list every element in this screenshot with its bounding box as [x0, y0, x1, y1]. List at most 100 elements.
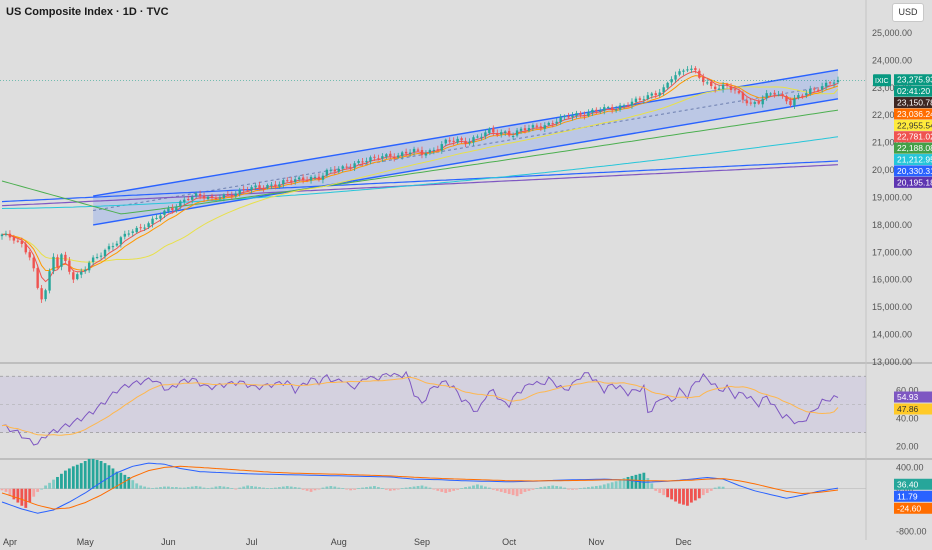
candle [456, 138, 459, 143]
macd-histogram-bar [353, 488, 357, 490]
macd-histogram-bar [214, 486, 218, 489]
macd-histogram-bar [163, 486, 166, 489]
candle [785, 96, 788, 102]
macd-histogram-bar [674, 488, 677, 502]
macd-histogram-bar [567, 488, 570, 490]
macd-histogram-bar [476, 484, 479, 489]
macd-histogram-bar [238, 487, 242, 489]
candle [511, 136, 515, 138]
candle [432, 149, 436, 151]
macd-histogram-bar [52, 479, 55, 489]
sma-blue-line [1, 160, 839, 203]
macd-histogram-bar [503, 488, 507, 493]
macd-histogram-bar [650, 483, 654, 489]
macd-histogram-bar [412, 486, 416, 489]
candle [610, 107, 614, 111]
candle [519, 128, 523, 131]
candle [317, 176, 321, 180]
candle [769, 93, 772, 95]
candle [567, 116, 570, 118]
candle [805, 93, 808, 96]
macd-histogram-bar [12, 488, 16, 500]
macd-histogram-bar [56, 476, 59, 489]
candle [226, 193, 230, 195]
candle [436, 149, 440, 151]
candle [690, 68, 693, 70]
macd-histogram-bar [483, 486, 487, 489]
candle [167, 208, 170, 212]
candle [702, 77, 705, 83]
macd-histogram-bar [420, 485, 424, 489]
macd-histogram-bar [444, 488, 448, 493]
candle [20, 240, 24, 244]
macd-histogram-bar [480, 485, 483, 489]
candle [135, 227, 138, 233]
candle [713, 86, 717, 90]
macd-histogram-bar [555, 486, 559, 489]
candle [175, 206, 178, 211]
macd-histogram-bar [630, 475, 634, 489]
macd-histogram-bar [670, 488, 673, 500]
candle [325, 169, 329, 176]
price-label: 22,188.08 [897, 143, 932, 153]
macd-histogram-bar [535, 488, 539, 489]
macd-histogram-bar [131, 480, 135, 489]
macd-histogram-bar [36, 488, 40, 492]
macd-histogram-bar [242, 486, 246, 489]
price-label: 23,275.93 [897, 75, 932, 85]
candle [710, 81, 713, 87]
candle [171, 207, 174, 211]
macd-histogram-bar [4, 488, 8, 492]
macd-histogram-bar [559, 486, 563, 489]
macd-histogram-bar [646, 478, 650, 489]
candle [737, 90, 741, 94]
macd-histogram-bar [20, 488, 24, 506]
candle [341, 166, 344, 169]
macd-label-bg [894, 502, 932, 514]
candle [579, 113, 582, 115]
candle [575, 113, 578, 116]
rsi-label-bg [894, 403, 932, 415]
candle [531, 125, 535, 128]
candle [539, 126, 543, 129]
macd-histogram-bar [333, 486, 337, 489]
candle [107, 246, 111, 250]
macd-histogram-bar [147, 487, 150, 489]
candle [452, 140, 455, 142]
candle [658, 92, 661, 96]
macd-histogram-bar [234, 488, 238, 490]
candle [301, 177, 305, 180]
candle [440, 144, 443, 151]
macd-histogram-bar [717, 486, 721, 489]
macd-histogram-bar [289, 486, 293, 489]
candle [662, 87, 665, 93]
candle [765, 93, 768, 99]
rsi-label: 54.93 [897, 392, 919, 402]
macd-histogram-bar [111, 468, 115, 489]
price-label: 21,212.95 [897, 155, 932, 165]
macd-histogram-bar [262, 487, 265, 489]
candle [0, 234, 4, 237]
candle [198, 194, 202, 197]
macd-histogram-bar [693, 488, 697, 501]
candle [424, 153, 428, 156]
currency-button[interactable]: USD [892, 3, 924, 22]
candle [24, 244, 27, 253]
macd-histogram-bar [575, 488, 578, 490]
candle [733, 89, 737, 91]
channel-lower-line [93, 98, 839, 226]
rsi-line [1, 370, 839, 446]
candle [444, 139, 447, 144]
candle [250, 187, 253, 191]
macd-histogram-bar [83, 461, 87, 489]
candle [159, 215, 162, 219]
candle [642, 99, 646, 101]
candle [507, 130, 511, 136]
candle [385, 154, 388, 157]
macd-histogram-bar [690, 488, 693, 503]
macd-histogram-bar [60, 473, 63, 489]
price-label-bg [894, 131, 932, 143]
macd-histogram-bar [40, 488, 44, 490]
